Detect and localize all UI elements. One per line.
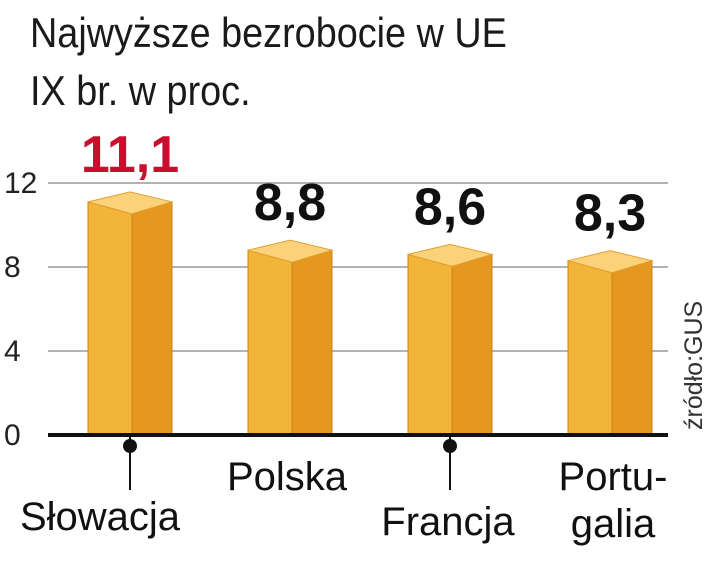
bar-front-face bbox=[87, 201, 133, 436]
bar-side-face bbox=[131, 201, 173, 436]
value-label-2: 8,8 bbox=[254, 174, 326, 232]
bar-front-face bbox=[247, 249, 293, 436]
category-label-3: Francja bbox=[381, 500, 515, 544]
y-tick-layer: 0 4 8 12 bbox=[4, 167, 37, 452]
bar-top-face bbox=[407, 243, 494, 267]
leader-dot-1 bbox=[123, 439, 137, 453]
bar-top-face bbox=[87, 191, 174, 215]
bar-2 bbox=[247, 239, 334, 436]
chart-title-block: Najwyższe bezrobocie w UE IX br. w proc. bbox=[30, 4, 624, 120]
bar-front-face bbox=[567, 260, 613, 436]
bar-1 bbox=[87, 191, 174, 436]
label-layer: 11,1 8,8 8,6 8,3 Słowacja Polska Francja Portu-… bbox=[20, 126, 668, 546]
bar-side-face bbox=[451, 253, 493, 436]
y-tick-label-0: 0 bbox=[4, 419, 21, 452]
value-label-4: 8,3 bbox=[574, 185, 646, 243]
bar-front-face bbox=[407, 253, 453, 436]
category-label-4-line-2: galia bbox=[571, 502, 656, 546]
y-tick-label-4: 4 bbox=[4, 335, 21, 368]
y-tick-label-12: 12 bbox=[4, 167, 37, 200]
bar-side-face bbox=[291, 249, 333, 436]
leader-dot-3 bbox=[443, 439, 457, 453]
y-tick-label-8: 8 bbox=[4, 251, 21, 284]
bar-top-face bbox=[247, 239, 334, 263]
bar-side-face bbox=[611, 260, 653, 436]
value-label-3: 8,6 bbox=[414, 178, 486, 236]
chart-title: Najwyższe bezrobocie w UE bbox=[30, 9, 507, 56]
category-label-4-line-1: Portu- bbox=[559, 455, 668, 499]
bar-layer bbox=[87, 191, 654, 436]
bar-3 bbox=[407, 243, 494, 436]
category-label-2: Polska bbox=[227, 455, 348, 499]
value-label-1: 11,1 bbox=[81, 126, 179, 184]
bar-4 bbox=[567, 250, 654, 436]
chart-subtitle: IX br. w proc. bbox=[30, 67, 251, 114]
source-note: źródło:GUS bbox=[680, 301, 708, 430]
bar-top-face bbox=[567, 250, 654, 274]
axis-layer bbox=[48, 433, 668, 490]
category-label-1: Słowacja bbox=[20, 495, 181, 539]
